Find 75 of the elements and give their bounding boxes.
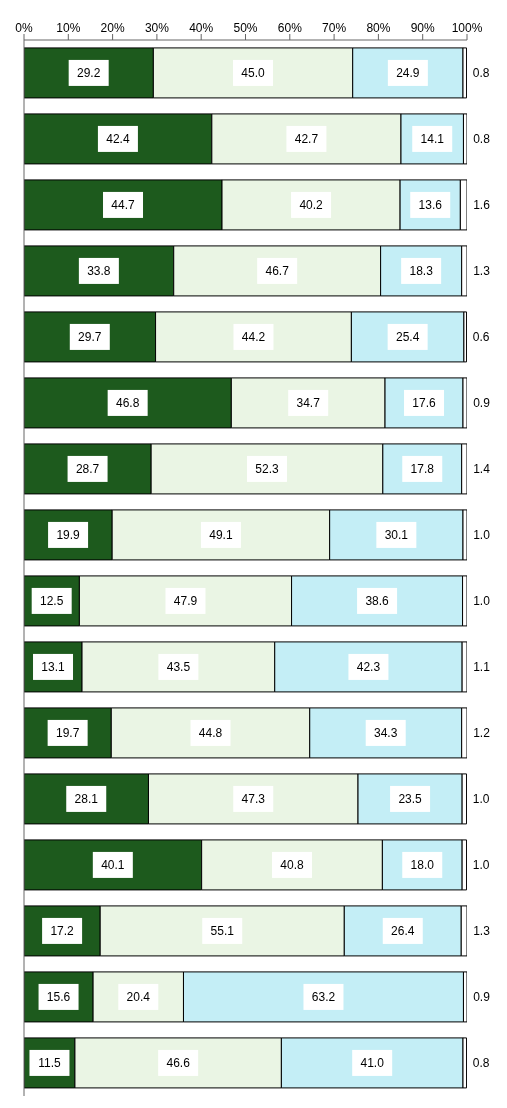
x-tick-label: 20% bbox=[100, 21, 125, 35]
data-label: 38.6 bbox=[365, 593, 390, 608]
data-label: 29.2 bbox=[77, 65, 101, 80]
data-label: 46.7 bbox=[265, 263, 290, 278]
data-label: 0.9 bbox=[473, 989, 491, 1004]
data-label: 1.2 bbox=[473, 725, 491, 740]
data-label: 0.8 bbox=[472, 65, 490, 80]
data-label: 0.6 bbox=[472, 329, 490, 344]
data-label: 1.4 bbox=[473, 461, 491, 476]
data-label: 55.1 bbox=[210, 923, 235, 938]
data-label: 34.3 bbox=[374, 725, 398, 740]
data-label: 33.8 bbox=[87, 263, 111, 278]
data-label: 52.3 bbox=[255, 461, 279, 476]
x-tick-label: 0% bbox=[15, 21, 33, 35]
data-label: 1.0 bbox=[473, 527, 491, 542]
data-label: 12.5 bbox=[40, 593, 64, 608]
data-label: 40.8 bbox=[280, 857, 305, 872]
data-label: 30.1 bbox=[384, 527, 409, 542]
data-label: 17.2 bbox=[50, 923, 75, 938]
data-label: 17.6 bbox=[412, 395, 437, 410]
data-label: 47.9 bbox=[173, 593, 198, 608]
data-label: 28.7 bbox=[75, 461, 100, 476]
x-tick-label: 10% bbox=[56, 21, 81, 35]
data-label: 44.2 bbox=[241, 329, 266, 344]
data-label: 13.1 bbox=[41, 659, 66, 674]
x-tick-label: 100% bbox=[451, 21, 483, 35]
x-tick-label: 90% bbox=[410, 21, 436, 35]
data-label: 43.5 bbox=[166, 659, 191, 674]
data-label: 19.9 bbox=[56, 527, 81, 542]
data-label: 40.1 bbox=[101, 857, 125, 872]
data-label: 29.7 bbox=[78, 329, 102, 344]
x-tick-label: 70% bbox=[322, 21, 347, 35]
data-label: 18.3 bbox=[409, 263, 434, 278]
data-label: 63.2 bbox=[311, 989, 336, 1004]
data-label: 41.0 bbox=[360, 1055, 385, 1070]
data-label: 19.7 bbox=[55, 725, 80, 740]
data-label: 14.1 bbox=[420, 131, 445, 146]
data-label: 49.1 bbox=[209, 527, 233, 542]
data-label: 46.8 bbox=[115, 395, 140, 410]
x-tick-label: 40% bbox=[189, 21, 214, 35]
data-label: 0.8 bbox=[473, 131, 491, 146]
data-label: 42.3 bbox=[356, 659, 381, 674]
data-label: 1.1 bbox=[473, 659, 491, 674]
data-label: 18.0 bbox=[410, 857, 435, 872]
data-label: 46.6 bbox=[166, 1055, 191, 1070]
data-label: 23.5 bbox=[398, 791, 423, 806]
x-tick-label: 80% bbox=[366, 21, 391, 35]
data-label: 42.4 bbox=[106, 131, 130, 146]
data-label: 40.2 bbox=[299, 197, 324, 212]
data-label: 11.5 bbox=[38, 1055, 62, 1070]
data-label: 26.4 bbox=[391, 923, 415, 938]
data-label: 1.3 bbox=[473, 263, 491, 278]
data-label: 1.0 bbox=[473, 593, 491, 608]
x-tick-label: 30% bbox=[144, 21, 170, 35]
data-label: 34.7 bbox=[296, 395, 321, 410]
data-label: 1.6 bbox=[473, 197, 491, 212]
data-label: 20.4 bbox=[126, 989, 151, 1004]
data-label: 44.8 bbox=[198, 725, 223, 740]
data-label: 25.4 bbox=[395, 329, 420, 344]
data-label: 1.0 bbox=[472, 857, 490, 872]
data-label: 1.0 bbox=[472, 791, 490, 806]
data-label: 15.6 bbox=[46, 989, 71, 1004]
x-tick-label: 50% bbox=[233, 21, 258, 35]
data-label: 47.3 bbox=[241, 791, 266, 806]
data-label: 1.3 bbox=[473, 923, 491, 938]
data-label: 24.9 bbox=[396, 65, 420, 80]
data-label: 0.8 bbox=[472, 1055, 490, 1070]
data-label: 17.8 bbox=[410, 461, 435, 476]
data-label: 42.7 bbox=[294, 131, 319, 146]
data-label: 28.1 bbox=[74, 791, 99, 806]
data-label: 13.6 bbox=[418, 197, 443, 212]
data-label: 45.0 bbox=[241, 65, 266, 80]
x-tick-label: 60% bbox=[277, 21, 303, 35]
data-label: 44.7 bbox=[111, 197, 136, 212]
data-label: 0.9 bbox=[473, 395, 491, 410]
